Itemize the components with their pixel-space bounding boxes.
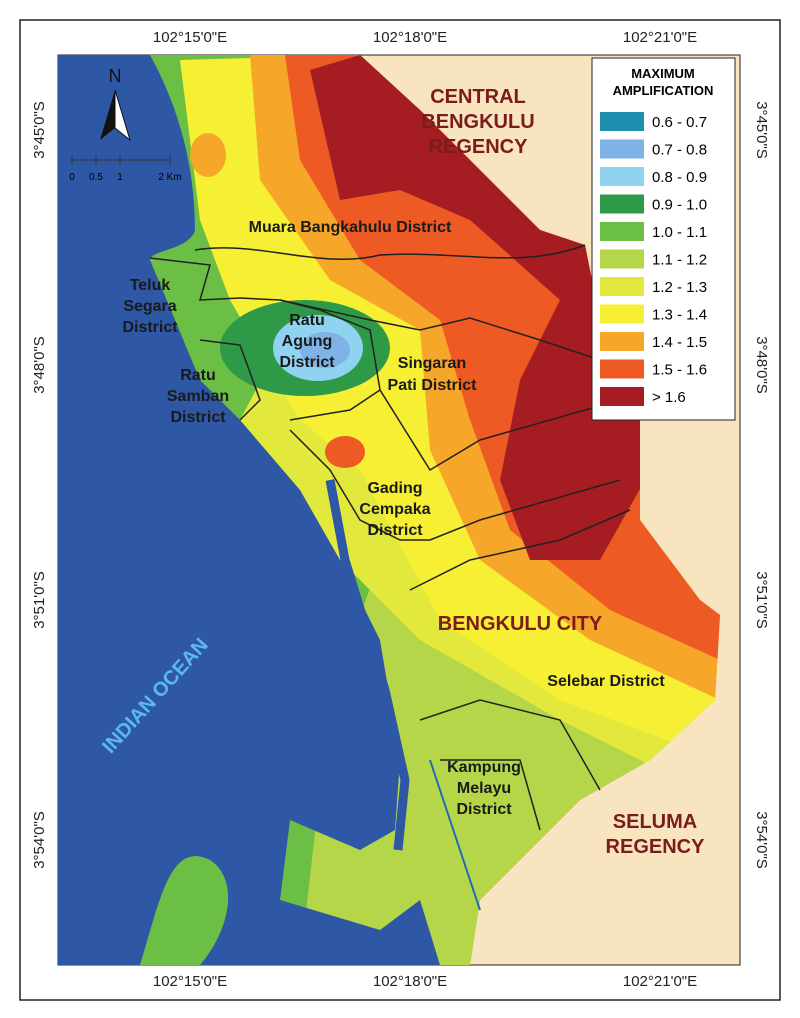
legend-label: 1.0 - 1.1 (652, 224, 707, 241)
coord-label: 3°45'0"S (31, 101, 48, 159)
north-label: N (109, 66, 122, 86)
district-label: Singaran (398, 355, 466, 372)
ocean (58, 55, 440, 965)
legend-swatch (600, 139, 644, 159)
district-label: Segara (123, 298, 176, 315)
coord-label: 3°48'0"S (31, 336, 48, 394)
region-label: BENGKULU CITY (438, 613, 603, 635)
coord-label: 102°21'0"E (623, 29, 697, 46)
district-label: District (367, 522, 423, 539)
district-label: Agung (282, 333, 333, 350)
scale-label: 2 Km (158, 172, 181, 183)
region-label: REGENCY (429, 136, 529, 158)
coord-label: 102°21'0"E (623, 973, 697, 990)
legend-label: 1.5 - 1.6 (652, 362, 707, 379)
legend-swatch (600, 387, 644, 406)
district-label: Cempaka (359, 501, 430, 518)
legend-swatch (600, 277, 644, 296)
district-label: Teluk (130, 277, 171, 294)
region-label: CENTRAL (430, 86, 526, 108)
legend-swatch (600, 194, 644, 214)
legend-label: 1.2 - 1.3 (652, 279, 707, 296)
legend-label: 0.6 - 0.7 (652, 114, 707, 131)
coord-label: 102°18'0"E (373, 973, 447, 990)
district-label: District (456, 801, 512, 818)
legend-swatch (600, 359, 644, 379)
zone (300, 332, 350, 368)
coord-label: 3°51'0"S (753, 571, 770, 629)
legend-label: 0.7 - 0.8 (652, 142, 707, 159)
coord-label: 102°18'0"E (373, 29, 447, 46)
legend: MAXIMUM AMPLIFICATION 0.6 - 0.7 0.7 - 0.8… (591, 57, 736, 421)
district-label: Ratu (289, 312, 325, 329)
legend-label: > 1.6 (652, 389, 686, 406)
north-arrow: N (100, 66, 131, 142)
legend-swatch (600, 304, 644, 324)
amplification-zones (58, 55, 720, 965)
legend-label: 1.3 - 1.4 (652, 307, 707, 324)
district-label: Pati District (388, 377, 478, 394)
zone (310, 55, 645, 560)
coord-label: 102°15'0"E (153, 29, 227, 46)
district-label: Gading (367, 480, 422, 497)
region-label: REGENCY (606, 836, 706, 858)
district-label: Melayu (457, 780, 511, 797)
coord-label: 3°54'0"S (31, 811, 48, 869)
legend-swatch (600, 112, 644, 131)
legend-swatch (600, 167, 644, 186)
district-label: Ratu (180, 367, 216, 384)
coord-label: 3°54'0"S (753, 811, 770, 869)
legend-label: 0.8 - 0.9 (652, 169, 707, 186)
coord-label: 3°51'0"S (31, 571, 48, 629)
scale-bar: 0 0.5 1 2 Km (69, 155, 182, 183)
district-label: Kampung (447, 759, 521, 776)
scale-label: 1 (117, 172, 123, 183)
scale-label: 0.5 (89, 172, 103, 183)
legend-title: AMPLIFICATION (613, 83, 714, 98)
legend-title: MAXIMUM (631, 66, 695, 81)
legend-label: 0.9 - 1.0 (652, 197, 707, 214)
district-label: District (279, 354, 335, 371)
legend-swatch (600, 249, 644, 269)
zone (325, 436, 365, 468)
district-label: Muara Bangkahulu District (249, 219, 452, 236)
coord-label: 3°45'0"S (753, 101, 770, 159)
district-label: Selebar District (547, 673, 665, 690)
district-label: District (122, 319, 178, 336)
scale-label: 0 (69, 172, 75, 183)
region-label: BENGKULU (421, 111, 534, 133)
legend-swatch (600, 332, 644, 351)
district-label: Samban (167, 388, 229, 405)
legend-label: 1.1 - 1.2 (652, 252, 707, 269)
district-label: District (170, 409, 226, 426)
coord-label: 3°48'0"S (753, 336, 770, 394)
river (325, 479, 410, 851)
coord-label: 102°15'0"E (153, 973, 227, 990)
legend-swatch (600, 222, 644, 241)
zone (190, 133, 226, 177)
region-label: SELUMA (613, 811, 697, 833)
legend-label: 1.4 - 1.5 (652, 334, 707, 351)
district-boundaries (149, 244, 631, 911)
